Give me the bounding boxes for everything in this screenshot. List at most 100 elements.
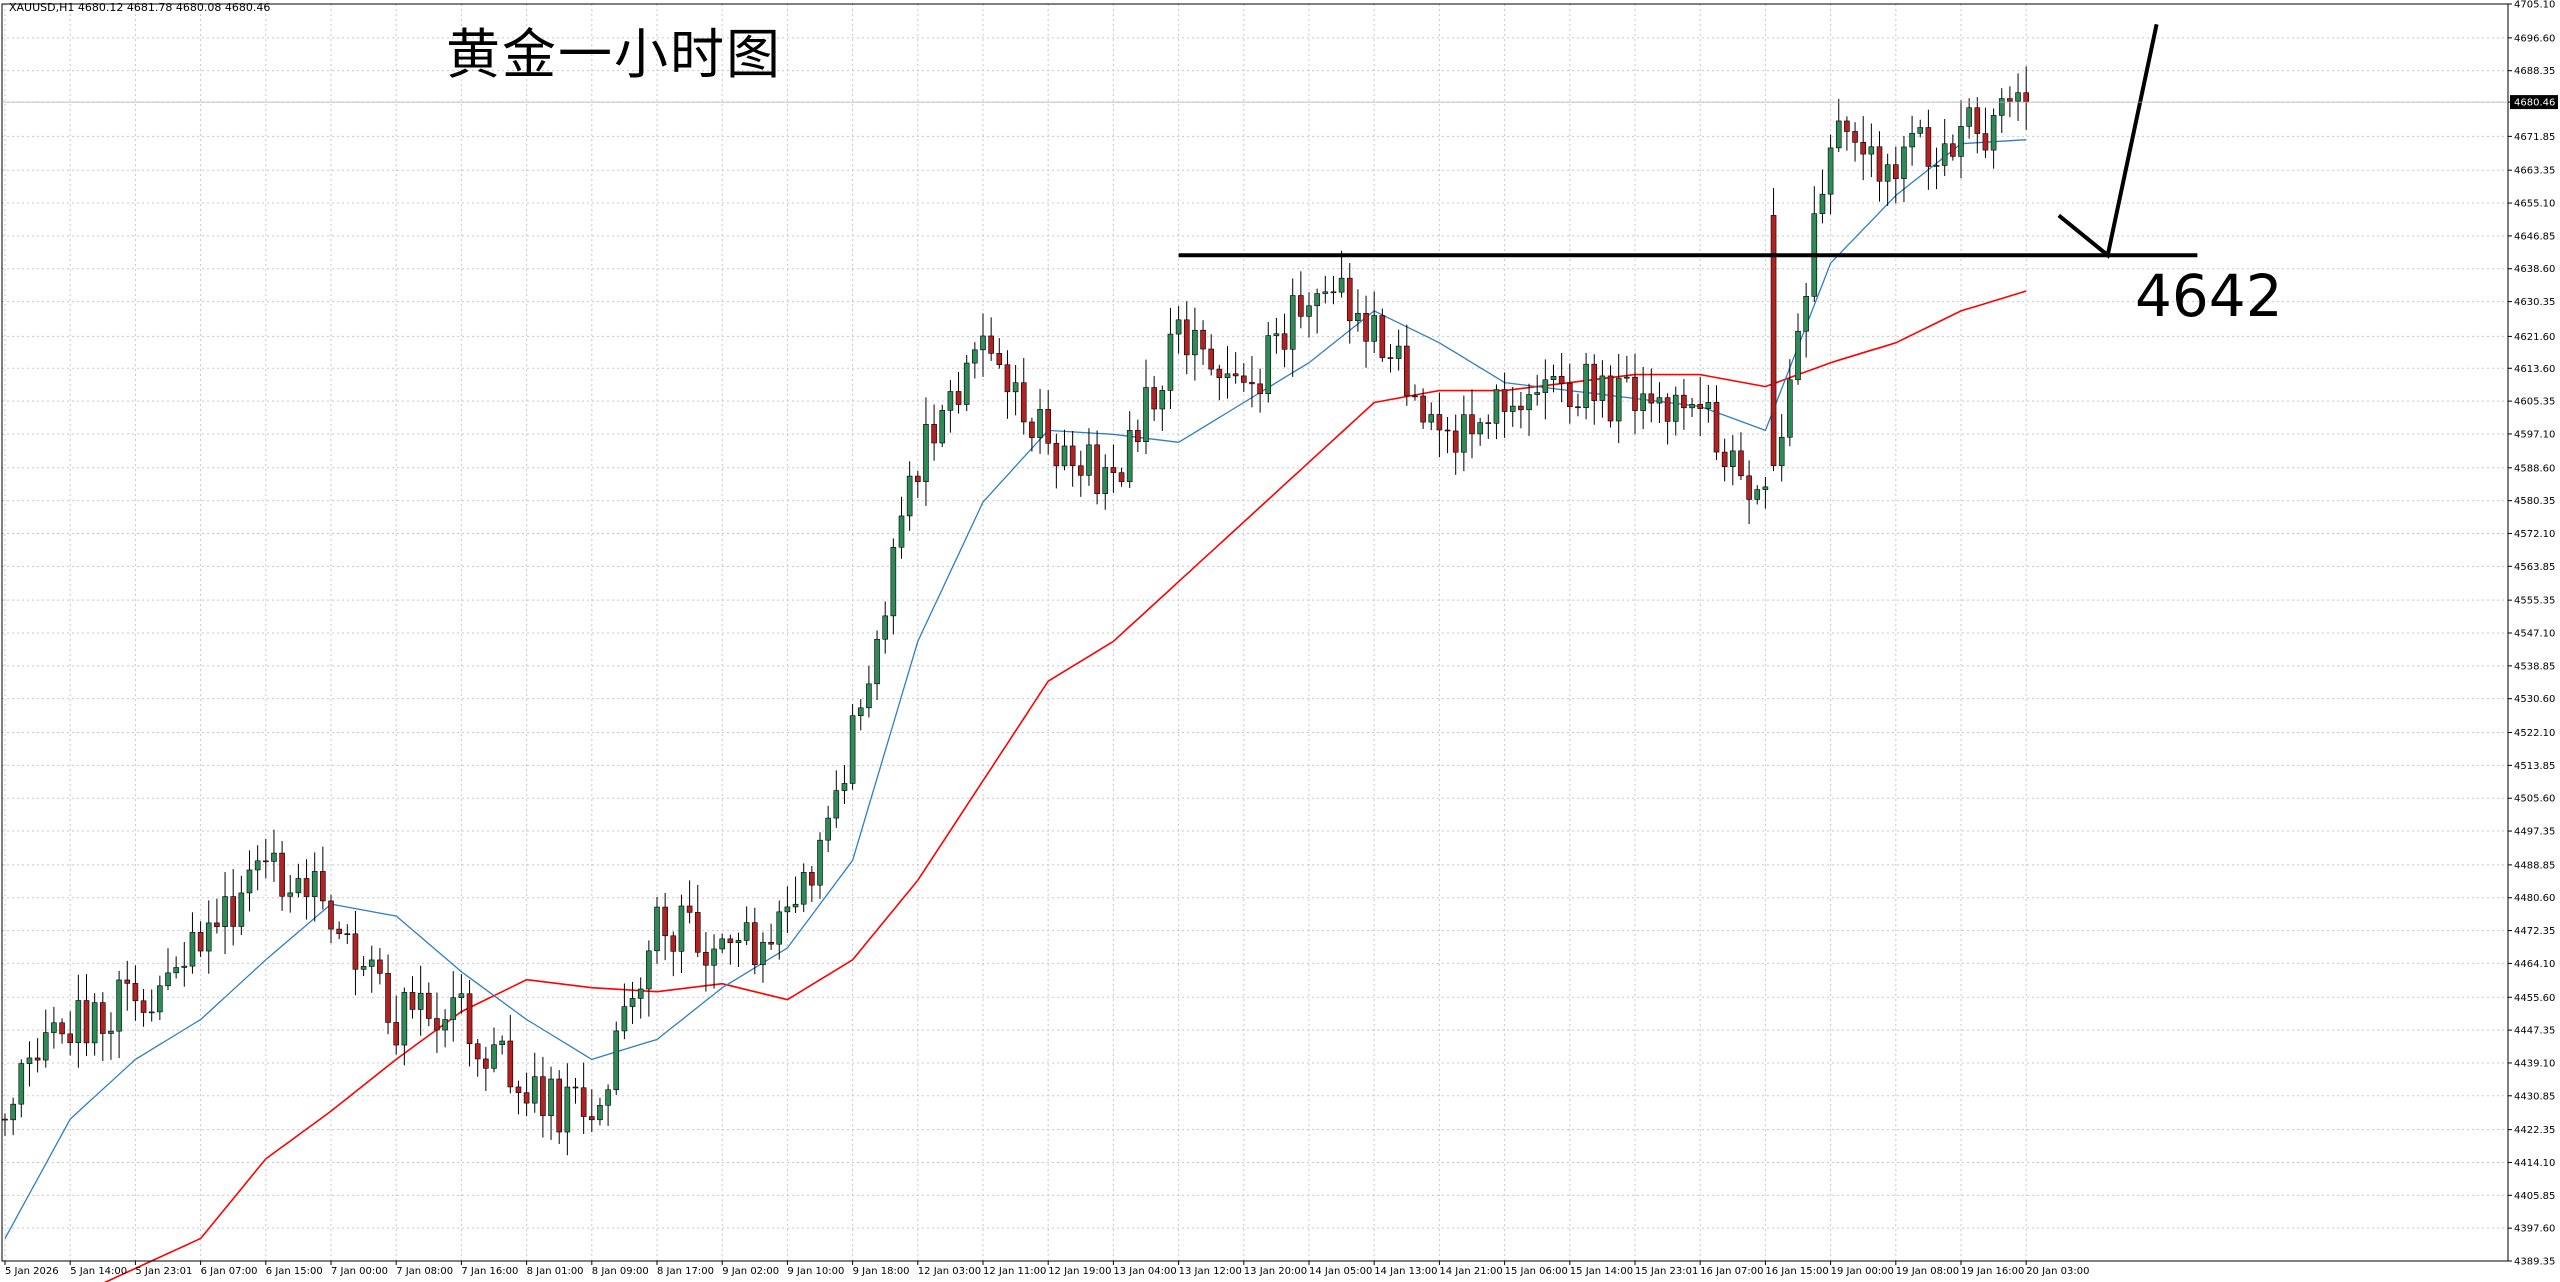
price-tick-label: 4671.85 xyxy=(2514,132,2555,143)
price-tick-label: 4547.10 xyxy=(2514,628,2555,639)
candle-body xyxy=(703,951,709,966)
time-tick-label: 8 Jan 01:00 xyxy=(527,1266,584,1277)
candle-body xyxy=(1493,389,1500,424)
candle-body xyxy=(246,869,253,894)
candle-body xyxy=(727,938,734,944)
price-tick-label: 4455.60 xyxy=(2514,993,2555,1004)
price-tick-label: 4663.35 xyxy=(2514,166,2555,177)
candlestick-series xyxy=(2,66,2029,1156)
candle-body xyxy=(1803,295,1809,332)
candle-body xyxy=(1876,146,1883,182)
candle-body xyxy=(344,933,351,935)
candle-body xyxy=(1175,319,1182,335)
candle-body xyxy=(1241,375,1247,383)
candle-body xyxy=(686,905,693,913)
candle-body xyxy=(360,966,367,970)
candle-body xyxy=(792,903,799,908)
time-tick-label: 9 Jan 02:00 xyxy=(722,1266,779,1277)
candle-body xyxy=(466,993,473,1045)
candle-body xyxy=(2007,98,2013,102)
fast-ma-line xyxy=(4,139,2027,1239)
candle-body xyxy=(1118,472,1125,482)
candle-body xyxy=(1387,357,1394,359)
time-tick-label: 12 Jan 19:00 xyxy=(1048,1266,1111,1277)
candle-body xyxy=(34,1057,41,1061)
candle-body xyxy=(1159,390,1166,410)
candle-body xyxy=(1363,312,1369,342)
candle-body xyxy=(1681,394,1687,409)
candle-body xyxy=(26,1057,33,1064)
candle-body xyxy=(776,911,783,945)
candle-body xyxy=(1607,375,1614,422)
candle-body xyxy=(230,896,236,927)
price-tick-label: 4580.35 xyxy=(2514,496,2555,507)
candle-body xyxy=(1917,127,1924,134)
time-tick-label: 6 Jan 07:00 xyxy=(201,1266,258,1277)
candle-body xyxy=(1061,445,1068,467)
time-tick-label: 13 Jan 20:00 xyxy=(1244,1266,1307,1277)
candle-body xyxy=(882,615,889,640)
projection-line xyxy=(2057,23,2159,259)
price-tick-label: 4621.60 xyxy=(2514,332,2555,343)
candle-body xyxy=(1224,373,1231,379)
candle-body xyxy=(564,1086,571,1133)
candle-body xyxy=(1575,406,1581,409)
candle-body xyxy=(91,1002,98,1044)
candle-body xyxy=(1893,164,1899,179)
candle-body xyxy=(1819,193,1826,214)
candle-body xyxy=(1069,445,1076,467)
candle-body xyxy=(841,783,848,791)
candle-body xyxy=(1094,444,1100,494)
candle-body xyxy=(654,906,660,952)
candle-body xyxy=(1428,414,1435,423)
candle-body xyxy=(996,353,1003,365)
time-tick-label: 9 Jan 18:00 xyxy=(853,1266,910,1277)
candle-body xyxy=(1281,333,1288,350)
candle-body xyxy=(385,973,391,1023)
candle-body xyxy=(1534,392,1540,395)
time-tick-label: 14 Jan 13:00 xyxy=(1374,1266,1437,1277)
candle-body xyxy=(1754,489,1761,500)
candle-body xyxy=(499,1040,505,1046)
candle-body xyxy=(1412,395,1418,398)
candle-body xyxy=(670,935,677,952)
candle-body xyxy=(42,1032,49,1061)
price-tick-label: 4480.60 xyxy=(2514,893,2555,904)
candle-body xyxy=(116,979,122,1032)
candle-body xyxy=(972,349,978,364)
candle-body xyxy=(866,683,872,709)
candle-body xyxy=(1648,393,1655,404)
candle-body xyxy=(580,1087,587,1117)
time-tick-label: 19 Jan 08:00 xyxy=(1896,1266,1959,1277)
candle-body xyxy=(1102,467,1109,494)
candle-body xyxy=(1770,215,1777,467)
time-tick-label: 19 Jan 00:00 xyxy=(1831,1266,1894,1277)
price-tick-label: 4696.60 xyxy=(2514,33,2555,44)
candle-body xyxy=(271,852,277,862)
price-tick-label: 4464.10 xyxy=(2514,959,2555,970)
candle-body xyxy=(320,871,326,902)
candle-body xyxy=(605,1089,611,1106)
candle-body xyxy=(833,790,840,819)
slow-moving-average xyxy=(103,290,2027,1282)
candle-body xyxy=(336,928,342,934)
candle-body xyxy=(173,967,179,974)
candle-body xyxy=(1078,465,1084,476)
candle-body xyxy=(1485,422,1492,424)
time-tick-label: 5 Jan 2026 xyxy=(5,1266,59,1277)
candle-body xyxy=(425,992,432,1019)
candle-body xyxy=(1958,126,1964,157)
time-tick-label: 7 Jan 00:00 xyxy=(331,1266,388,1277)
candle-body xyxy=(1338,277,1345,293)
candle-body xyxy=(1778,436,1785,467)
price-tick-label: 4572.10 xyxy=(2514,529,2555,540)
candle-body xyxy=(621,1006,628,1032)
price-tick-label: 4655.10 xyxy=(2514,199,2555,210)
price-tick-label: 4705.10 xyxy=(2514,0,2555,11)
candle-body xyxy=(857,707,864,717)
candle-body xyxy=(1697,404,1703,409)
candle-body xyxy=(914,475,921,482)
price-tick-label: 4688.35 xyxy=(2514,66,2555,77)
candle-body xyxy=(1110,467,1117,473)
